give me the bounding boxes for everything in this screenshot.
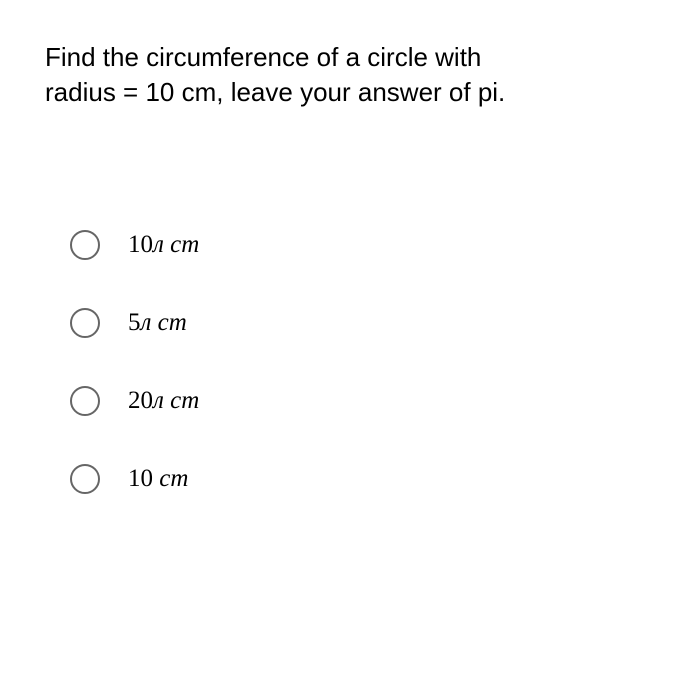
option-row: 10л cm — [70, 230, 655, 260]
radio-button-3[interactable] — [70, 386, 100, 416]
option-row: 20л cm — [70, 386, 655, 416]
options-container: 10л cm 5л cm 20л cm 10 cm — [45, 230, 655, 494]
option-row: 5л cm — [70, 308, 655, 338]
radio-button-4[interactable] — [70, 464, 100, 494]
radio-button-1[interactable] — [70, 230, 100, 260]
option-label-1: 10л cm — [128, 231, 199, 259]
radio-button-2[interactable] — [70, 308, 100, 338]
option-label-4: 10 cm — [128, 465, 188, 493]
option-label-2: 5л cm — [128, 309, 187, 337]
option-label-3: 20л cm — [128, 387, 199, 415]
question-text: Find the circumference of a circle with … — [45, 40, 655, 110]
question-line-1: Find the circumference of a circle with — [45, 42, 481, 72]
option-row: 10 cm — [70, 464, 655, 494]
question-line-2: radius = 10 cm, leave your answer of pi. — [45, 77, 505, 107]
